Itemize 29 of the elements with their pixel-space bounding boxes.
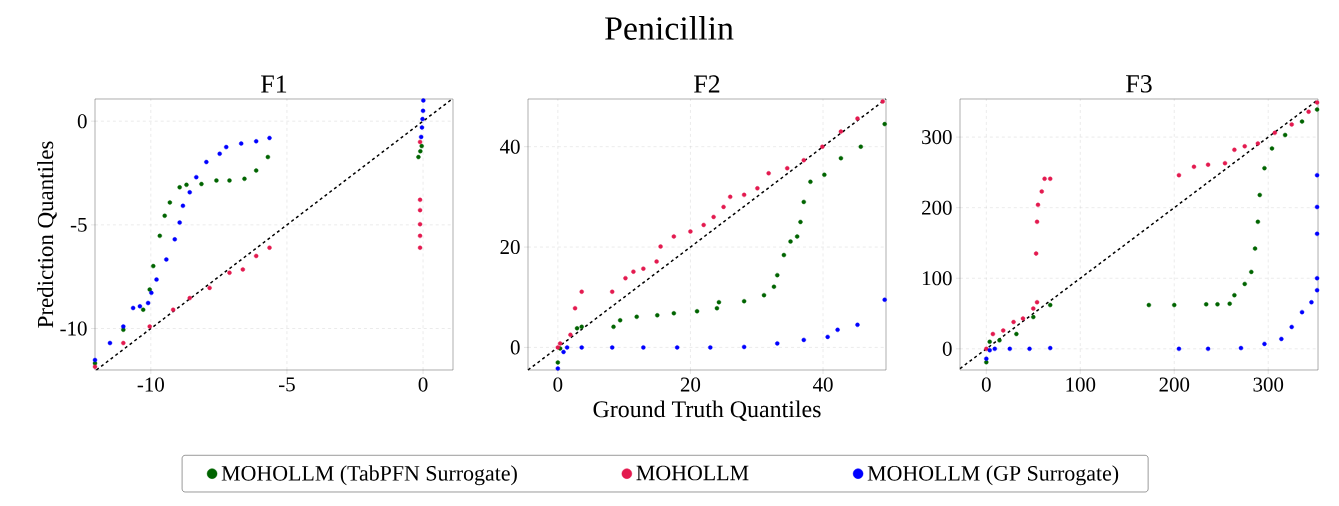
x-tick-label: 40 xyxy=(812,377,833,392)
y-tick-label: 200 xyxy=(922,200,952,215)
text: Penicillin xyxy=(605,16,734,40)
chart-title: F2 xyxy=(694,75,720,93)
y-tick-label: 40 xyxy=(499,139,520,154)
x-tick-label: 0 xyxy=(418,377,428,392)
y-tick-label: 100 xyxy=(922,271,952,286)
x-tick-label: -10 xyxy=(137,377,164,392)
legend-label: MOHOLLM (TabPFN Surrogate) xyxy=(221,465,517,486)
legend-label: MOHOLLM xyxy=(636,465,749,481)
y-axis-title: Prediction Quantiles xyxy=(37,141,57,328)
chart-title: F3 xyxy=(1126,75,1152,93)
x-tick-label: 300 xyxy=(1253,377,1284,392)
y-tick-label: 0 xyxy=(77,114,87,129)
x-tick-label: 0 xyxy=(553,377,563,392)
x-axis-title: Ground Truth Quantiles xyxy=(593,400,821,421)
y-tick-label: 300 xyxy=(922,130,952,145)
y-tick-label: -5 xyxy=(70,217,87,232)
x-tick-label: 100 xyxy=(1066,377,1096,392)
x-tick-label: 200 xyxy=(1159,377,1190,392)
x-tick-label: 0 xyxy=(981,377,991,392)
chart-title: F1 xyxy=(261,75,287,93)
y-tick-label: 0 xyxy=(942,341,952,356)
y-tick-label: -10 xyxy=(60,321,87,336)
y-tick-label: 20 xyxy=(500,240,520,255)
x-tick-label: 20 xyxy=(680,377,701,392)
legend-label: MOHOLLM (GP Surrogate) xyxy=(867,465,1119,486)
y-tick-label: 0 xyxy=(510,340,520,355)
x-tick-label: -5 xyxy=(279,377,295,392)
